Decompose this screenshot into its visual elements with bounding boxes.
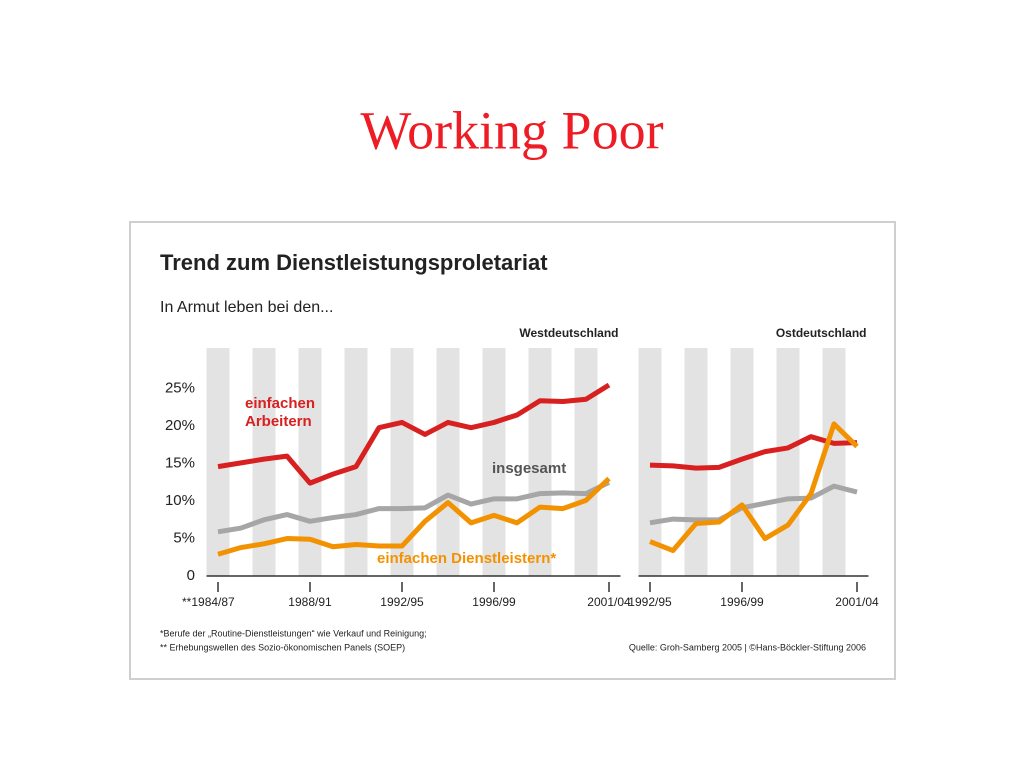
y-tick-label: 5% — [173, 530, 195, 547]
stripe — [684, 348, 708, 576]
series-line — [649, 434, 858, 471]
stripe — [436, 348, 460, 576]
panel-title: Westdeutschland — [519, 326, 618, 340]
series-line — [649, 421, 859, 554]
x-tick-label: 2001/04 — [835, 595, 879, 609]
panel-title: Ostdeutschland — [776, 326, 867, 340]
footnote: *Berufe der „Routine-Dienstleistungen“ w… — [160, 628, 427, 638]
figure-subtitle: In Armut leben bei den... — [160, 299, 333, 316]
slide-title: Working Poor — [360, 100, 663, 160]
y-tick-label: 10% — [165, 492, 195, 509]
figure-title: Trend zum Dienstleistungsproletariat — [160, 250, 548, 275]
stripe — [730, 348, 754, 576]
x-tick-label: 1992/95 — [380, 595, 424, 609]
stripe — [574, 348, 598, 576]
stripe — [638, 348, 662, 576]
y-tick-label: 20% — [165, 417, 195, 434]
stripe — [206, 348, 230, 576]
x-tick-label: 1988/91 — [288, 595, 332, 609]
y-tick-label: 25% — [165, 380, 195, 397]
series-line — [649, 483, 858, 526]
y-tick-label: 15% — [165, 455, 195, 472]
source: Quelle: Groh-Samberg 2005 | ©Hans-Böckle… — [629, 642, 866, 652]
series-label: einfachen Dienstleistern* — [377, 550, 557, 567]
series-label: insgesamt — [492, 460, 567, 477]
x-tick-label: **1984/87 — [182, 595, 235, 609]
x-tick-label: 1996/99 — [720, 595, 764, 609]
series-line — [217, 476, 611, 557]
series-label: einfachen Arbeitern — [245, 395, 316, 430]
stripe — [822, 348, 846, 576]
x-tick-label: 1992/95 — [628, 595, 672, 609]
x-tick-label: 2001/04 — [587, 595, 631, 609]
stripe — [776, 348, 800, 576]
x-tick-label: 1996/99 — [472, 595, 516, 609]
footnote: ** Erhebungswellen des Sozio-ökonomische… — [160, 642, 405, 652]
series-line — [217, 480, 611, 535]
stripe — [390, 348, 414, 576]
y-tick-label: 0 — [187, 567, 195, 584]
series-line — [217, 382, 611, 486]
